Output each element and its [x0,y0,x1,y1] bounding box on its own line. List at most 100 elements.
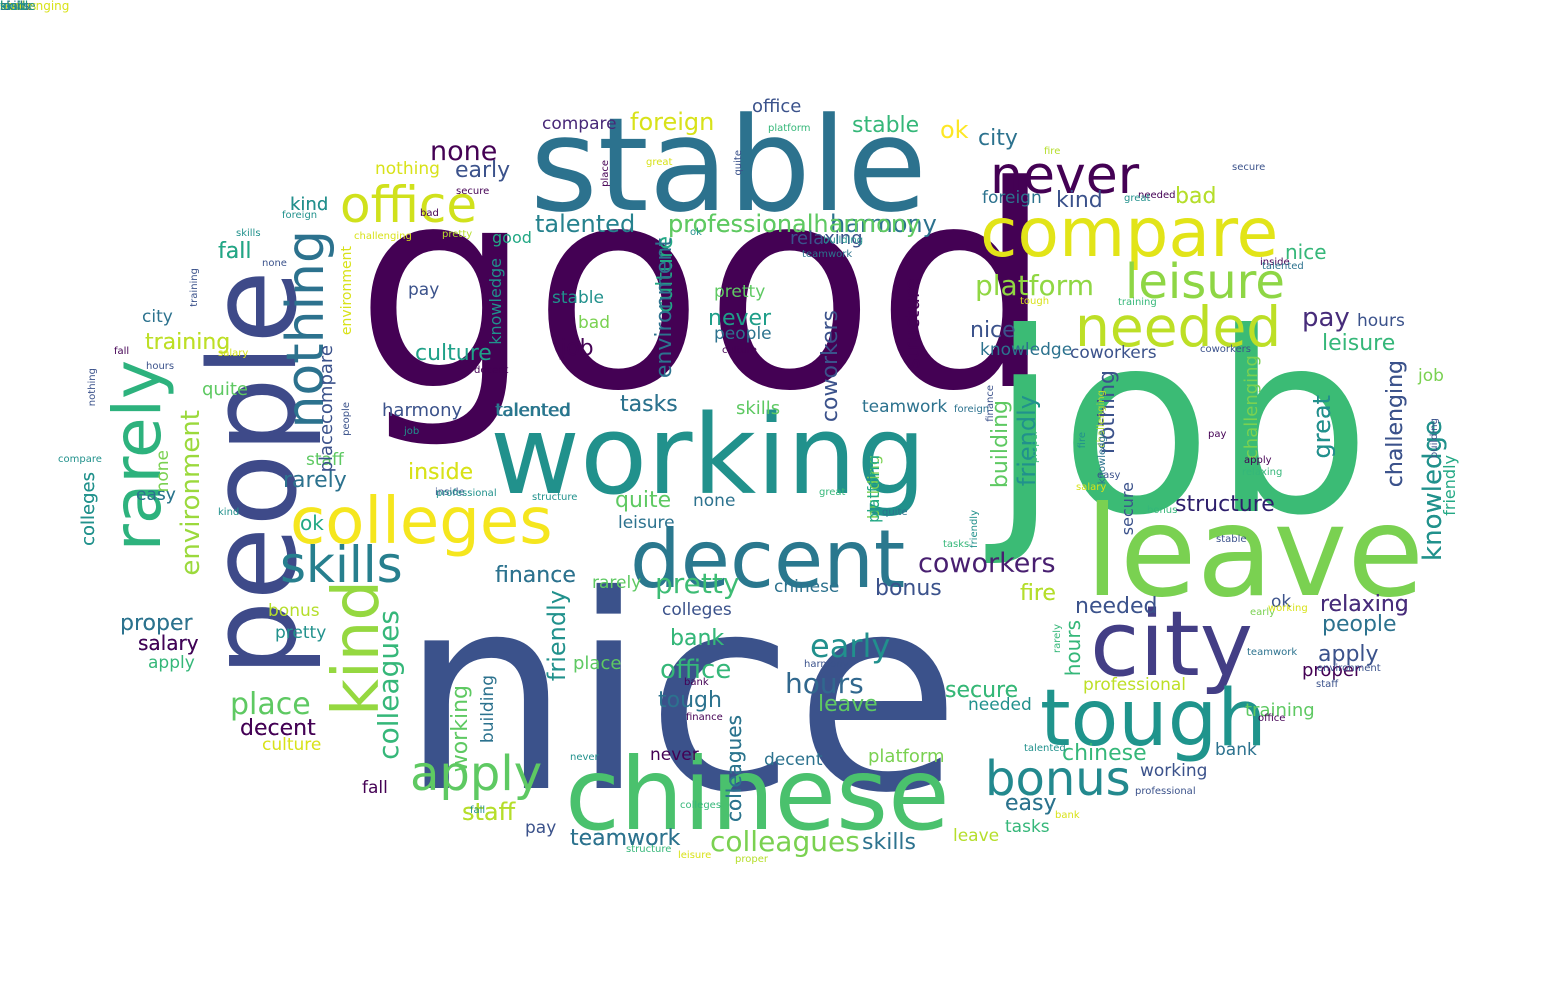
cloud-word: foreign [282,210,318,221]
cloud-word: bank [670,626,725,651]
cloud-word: city [978,126,1018,151]
cloud-word: needed [968,695,1032,715]
cloud-word: platform [864,455,883,523]
cloud-word: decent [240,716,316,741]
cloud-word: training [1245,700,1315,721]
cloud-word: secure [456,186,490,197]
cloud-word: place [573,653,622,674]
cloud-word: fall [218,239,252,264]
cloud-word: stable [552,288,604,308]
cloud-word: training [145,330,231,355]
cloud-word: teamwork [802,249,853,260]
cloud-word: ok [940,116,969,144]
cloud-word: easy [136,485,176,505]
cloud-word: fall [362,778,388,798]
cloud-word: none [153,450,173,493]
cloud-word: foreign [630,108,715,136]
cloud-word: pretty [714,282,766,302]
cloud-word: teamwork [862,397,948,417]
cloud-word: bonus [1147,505,1178,516]
cloud-word: building [478,675,498,744]
cloud-word: talented [495,400,571,421]
cloud-word: fire [1020,581,1056,606]
cloud-word: salary [218,348,249,359]
cloud-word: coworkers [918,548,1056,579]
cloud-word: teamwork [570,826,681,851]
cloud-word: chinese [1062,741,1147,766]
cloud-word: talented [1262,261,1304,272]
cloud-word: professional [668,210,814,238]
cloud-word: relaxing [790,228,863,249]
cloud-word: structure [626,844,672,855]
cloud-word: environment [652,238,677,379]
cloud-word: working [448,685,473,773]
cloud-word: colleges [680,800,722,811]
cloud-word: inside [408,460,474,485]
cloud-word: inside [1260,257,1290,268]
cloud-word: job [560,336,594,361]
cloud-word: secure [1232,162,1266,173]
cloud-word: colleges [78,472,99,546]
cloud-word: bad [1175,184,1217,209]
cloud-word: finance [686,712,723,723]
cloud-word: decent [630,513,906,606]
cloud-word: harmony [830,210,937,238]
cloud-word: easy [1005,791,1057,816]
cloud-word: pay [1302,303,1350,333]
cloud-word: early [810,627,891,665]
cloud-word: platform [975,269,1094,302]
cloud-word: platform [868,746,945,767]
cloud-word: knowledge [486,258,505,345]
cloud-word: compare [542,114,617,134]
cloud-word: kind [0,0,26,13]
cloud-word: pretty [655,567,740,600]
cloud-word: harmony [382,400,463,421]
cloud-word: fire [1020,581,1056,606]
cloud-word: inside [435,487,465,498]
cloud-word: never [990,146,1140,206]
cloud-word: building [823,235,864,246]
cloud-word: place [230,687,311,722]
cloud-word: fall [114,346,130,357]
cloud-word: people [341,402,352,436]
cloud-word: professional [436,488,497,499]
cloud-word: none [262,258,287,269]
cloud-word: talented [535,210,636,238]
cloud-word: talented [496,400,572,421]
cloud-word: rarely [592,573,642,593]
cloud-word: relaxing [1242,467,1283,478]
cloud-word: pay [408,280,440,300]
cloud-word: proper [120,611,193,636]
cloud-word: challenging [0,0,70,13]
cloud-word: rarely [283,468,347,493]
cloud-word: staff [462,798,516,826]
cloud-word: leave [0,0,33,13]
cloud-word: salary [138,631,199,655]
cloud-word: pretty [442,229,473,240]
cloud-word: needed [1075,295,1282,359]
cloud-word: leave [818,692,878,717]
cloud-word: leave [953,826,1000,846]
cloud-word: foreign [954,404,990,415]
cloud-word: bonus [985,751,1131,807]
cloud-word: culture [415,341,492,366]
cloud-word: bad [578,313,610,333]
cloud-word: relaxing [1320,592,1409,617]
cloud-word: training [145,330,231,355]
cloud-word: compare [58,454,102,465]
cloud-word: coworkers [818,310,843,423]
cloud-word: proper [1029,430,1040,463]
cloud-word: staff [462,798,516,826]
cloud-word: tough [1040,674,1267,764]
cloud-word: great [646,157,673,168]
cloud-word: bonus [875,576,942,601]
cloud-word: knowledge [1097,430,1108,485]
cloud-word: bank [670,626,725,651]
cloud-word: structure [900,278,924,369]
cloud-word: stable [852,113,920,138]
cloud-word: harmony [804,659,849,670]
cloud-word: easy [1005,791,1057,816]
cloud-word: finance [985,385,996,422]
cloud-word: colleges [290,485,553,559]
